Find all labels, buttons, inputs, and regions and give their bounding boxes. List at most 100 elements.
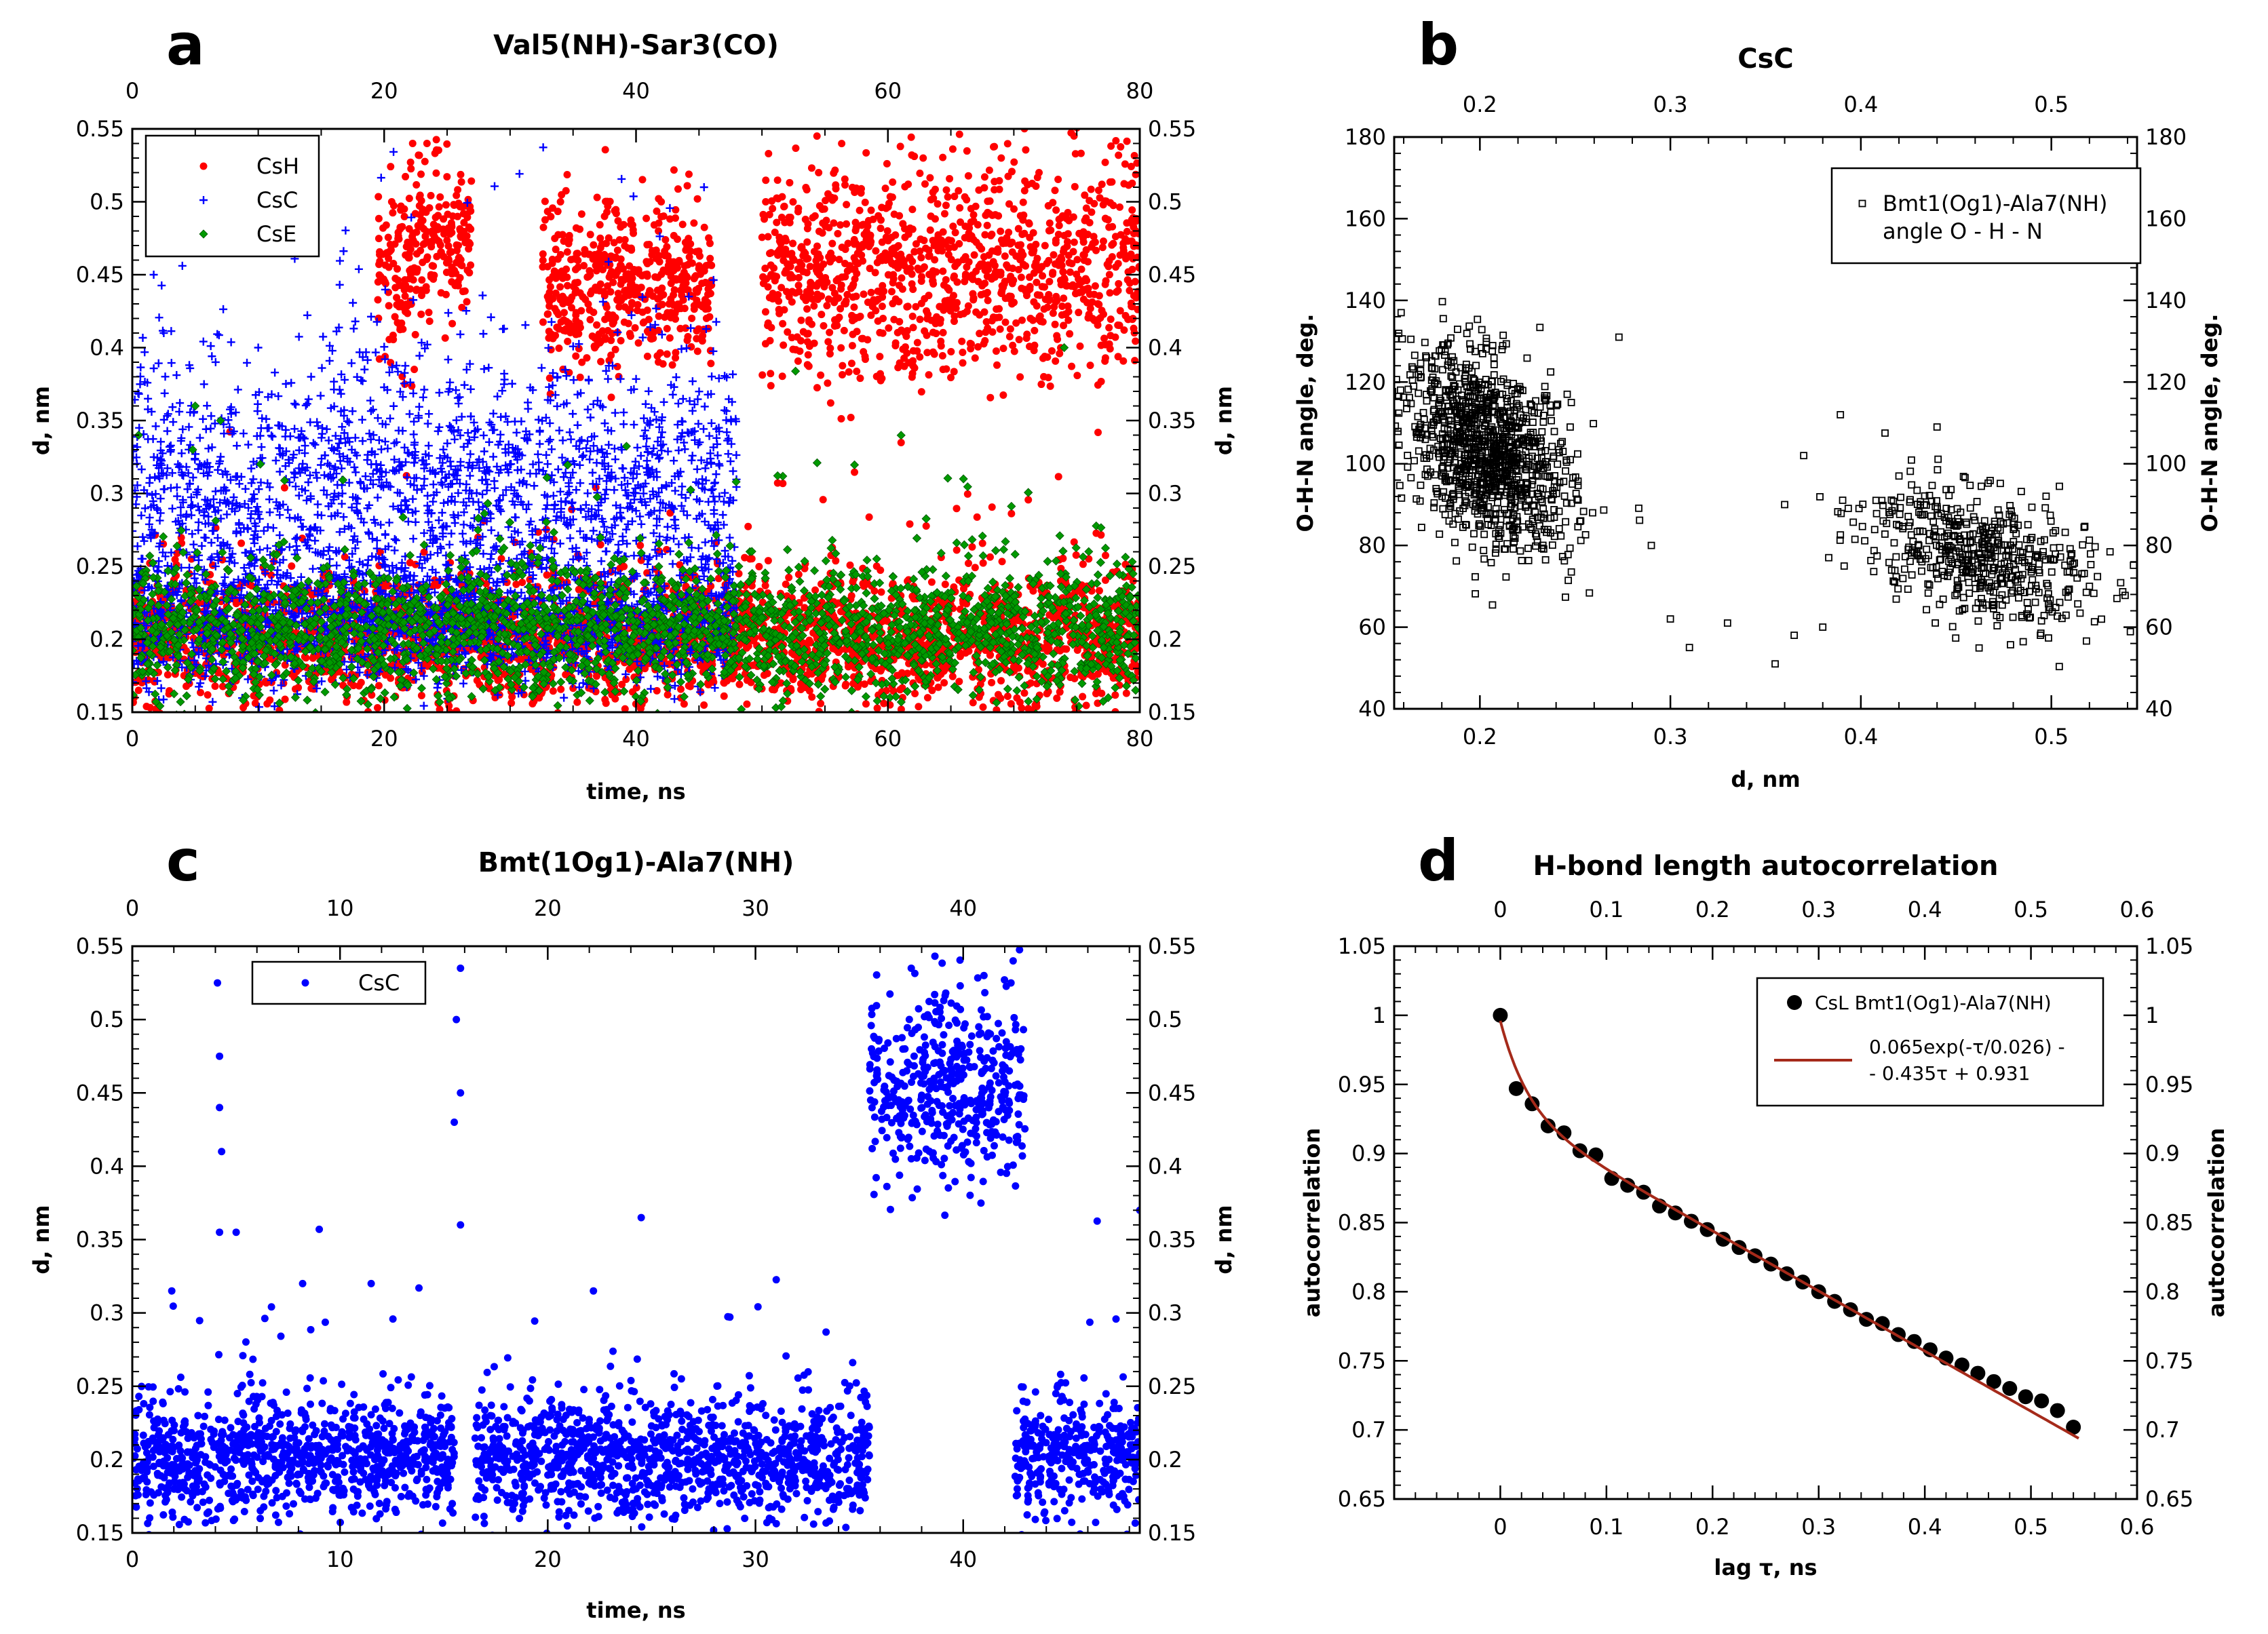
data-point <box>1112 137 1120 145</box>
data-point <box>132 698 137 706</box>
data-point <box>947 303 955 311</box>
data-point <box>861 198 869 206</box>
data-point <box>967 218 975 227</box>
data-point <box>553 324 561 332</box>
data-point <box>1076 342 1084 350</box>
data-point <box>539 250 547 258</box>
data-point <box>902 332 910 341</box>
data-point <box>1069 248 1077 256</box>
data-point <box>564 239 573 248</box>
data-point <box>600 250 609 258</box>
data-point <box>948 672 957 680</box>
data-point <box>980 184 988 192</box>
data-point <box>1015 336 1023 344</box>
data-point <box>382 221 390 229</box>
data-point <box>926 226 934 234</box>
data-point <box>864 216 872 225</box>
data-point <box>1049 614 1057 622</box>
data-point <box>826 328 834 336</box>
data-point <box>1073 372 1081 380</box>
data-point <box>1067 129 1075 137</box>
data-point <box>613 246 621 254</box>
data-point <box>592 672 600 680</box>
data-point <box>909 347 917 355</box>
data-point <box>467 177 476 185</box>
data-point <box>784 328 792 336</box>
data-point <box>971 564 979 572</box>
data-point <box>822 216 830 225</box>
data-point <box>780 341 788 349</box>
data-point <box>941 580 949 588</box>
data-point <box>917 235 925 244</box>
data-point <box>794 204 803 212</box>
data-point <box>997 227 1005 235</box>
data-point <box>762 198 770 206</box>
data-point <box>1043 353 1052 362</box>
data-point <box>687 247 695 255</box>
data-point <box>700 223 708 231</box>
data-point <box>497 555 505 563</box>
data-point <box>1092 246 1100 254</box>
data-point <box>872 372 881 381</box>
data-point <box>450 201 458 209</box>
data-point <box>934 200 942 208</box>
data-point <box>839 362 847 370</box>
data-point <box>897 438 905 446</box>
data-point <box>672 276 680 284</box>
data-point <box>988 328 997 336</box>
data-point <box>620 318 628 326</box>
data-point <box>937 337 945 345</box>
data-point <box>626 332 634 341</box>
data-point <box>789 674 797 682</box>
data-point <box>942 201 950 210</box>
data-point <box>1056 91 1063 98</box>
data-point <box>995 212 1003 220</box>
data-point <box>668 361 676 369</box>
data-point <box>1116 307 1124 315</box>
data-point <box>311 716 319 724</box>
data-point <box>440 230 448 238</box>
data-point <box>668 266 676 274</box>
data-point <box>1131 357 1139 365</box>
data-point <box>415 201 423 210</box>
data-point <box>627 220 635 229</box>
data-point <box>609 318 617 326</box>
data-point <box>779 319 787 328</box>
data-point <box>374 193 383 201</box>
data-point <box>748 555 756 563</box>
data-point <box>807 164 815 172</box>
data-point <box>904 303 912 311</box>
data-point <box>818 598 826 606</box>
data-point <box>1033 278 1041 286</box>
data-point <box>1025 220 1033 228</box>
data-point <box>818 311 826 319</box>
data-point <box>1062 645 1071 653</box>
data-point <box>999 345 1007 353</box>
data-point <box>387 674 395 682</box>
data-point <box>632 104 640 112</box>
data-point <box>281 695 289 703</box>
data-point <box>938 351 946 359</box>
data-point <box>638 271 646 279</box>
data-point <box>856 374 864 383</box>
data-point <box>239 703 248 712</box>
data-point <box>798 243 806 251</box>
data-point <box>858 712 865 720</box>
data-point <box>412 180 421 189</box>
data-point <box>768 685 776 693</box>
data-point <box>427 237 435 246</box>
data-point <box>769 205 777 213</box>
data-point <box>951 229 959 237</box>
data-point <box>810 339 818 347</box>
data-point <box>867 288 875 296</box>
data-point <box>391 313 399 321</box>
data-point <box>811 586 820 594</box>
data-point <box>548 256 556 264</box>
data-point <box>985 210 993 218</box>
data-point <box>786 262 794 271</box>
data-point <box>946 174 954 182</box>
data-point <box>680 262 689 270</box>
data-point <box>887 288 896 296</box>
data-point <box>165 690 173 698</box>
data-point <box>563 248 571 256</box>
